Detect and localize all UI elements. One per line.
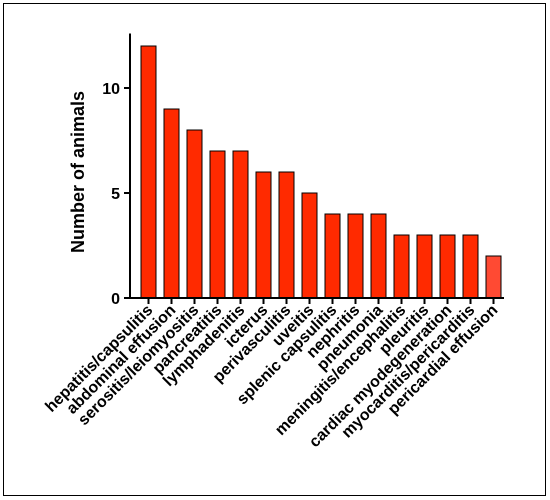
y-axis-title: Number of animals xyxy=(68,91,88,253)
y-tick-label: 10 xyxy=(102,81,120,98)
bar xyxy=(393,234,410,299)
y-axis-ticks: 0 5 10 xyxy=(102,81,130,308)
bars-group xyxy=(140,45,502,299)
bar xyxy=(462,234,479,299)
bar xyxy=(232,150,249,299)
bar xyxy=(416,234,433,299)
y-tick-label: 5 xyxy=(111,186,120,203)
bar xyxy=(301,192,318,299)
bar xyxy=(347,213,364,299)
y-tick-label: 0 xyxy=(111,291,120,308)
bar xyxy=(209,150,226,299)
bar xyxy=(140,45,157,299)
bar xyxy=(439,234,456,299)
bar xyxy=(186,129,203,299)
bar xyxy=(370,213,387,299)
bar xyxy=(163,108,180,299)
bar xyxy=(324,213,341,299)
bar xyxy=(485,255,502,299)
bar xyxy=(278,171,295,299)
bar xyxy=(255,171,272,299)
